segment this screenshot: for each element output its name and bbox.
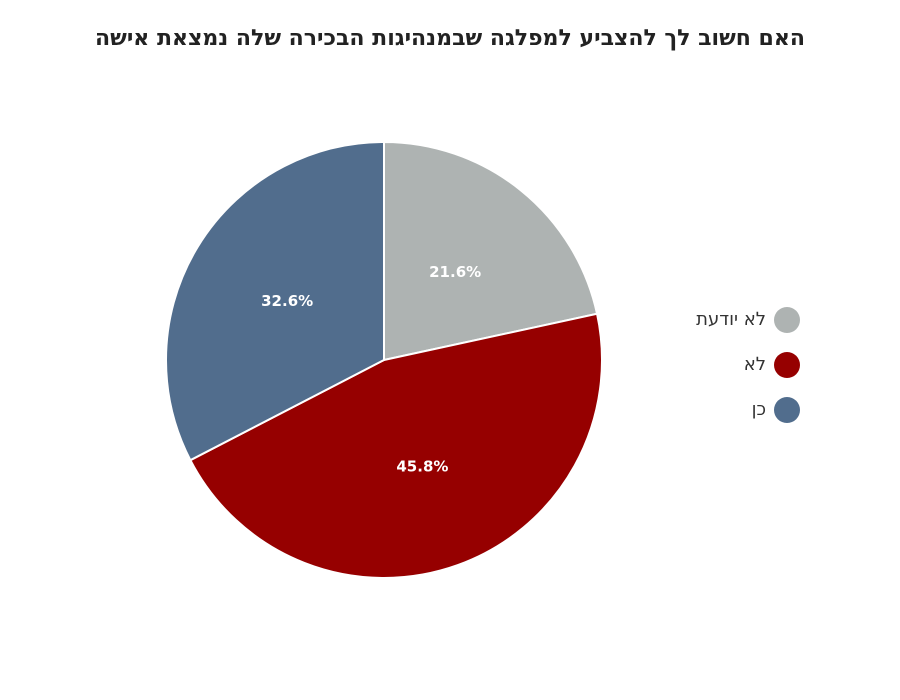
slice-label-yes: 32.6% <box>261 292 313 310</box>
slice-label-dont-know: 21.6% <box>429 263 481 281</box>
legend: לא יודעת לא כן <box>600 297 800 432</box>
slice-label-no: 45.8% <box>396 458 448 476</box>
legend-swatch-no <box>774 351 800 378</box>
legend-label-yes: כן <box>751 399 766 420</box>
legend-label-dont-know: לא יודעת <box>696 309 766 330</box>
chart-title: האם חשוב לך להצביע למפלגה שבמנהיגות הבכי… <box>95 26 805 51</box>
legend-item-no: לא <box>600 342 800 387</box>
legend-swatch-yes <box>774 396 800 423</box>
legend-label-no: לא <box>743 354 766 375</box>
pie-slice-no <box>189 312 603 579</box>
legend-item-yes: כן <box>600 387 800 432</box>
pie-slices <box>165 140 603 579</box>
legend-swatch-dont-know <box>774 306 800 333</box>
pie-slice-dont-know <box>383 140 599 362</box>
legend-item-dont-know: לא יודעת <box>600 297 800 342</box>
pie-slice-yes <box>165 140 385 462</box>
pie-slice-labels: 21.6% 45.8% 32.6% <box>261 263 481 476</box>
